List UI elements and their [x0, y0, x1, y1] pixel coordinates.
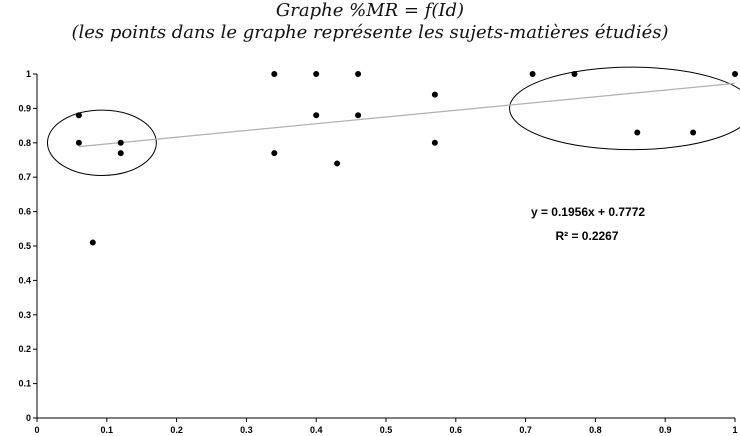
- data-point: [431, 139, 438, 146]
- data-point: [690, 129, 697, 136]
- data-point: [355, 71, 362, 77]
- y-tick-label: 0.5: [18, 241, 31, 251]
- data-point: [634, 129, 641, 136]
- data-point: [334, 160, 341, 167]
- data-points: [75, 71, 738, 246]
- data-point: [529, 71, 536, 77]
- x-tick-label: 0.7: [519, 425, 532, 435]
- chart-title-block: Graphe %MR = f(Id) (les points dans le g…: [0, 0, 740, 44]
- data-point: [313, 112, 320, 119]
- data-point: [75, 112, 82, 119]
- trendline-group: [78, 82, 736, 148]
- data-point: [117, 150, 124, 157]
- y-tick-label: 0.6: [18, 207, 31, 217]
- equation-group: y = 0.1956x + 0.7772 R² = 0.2267: [531, 205, 645, 243]
- data-point: [75, 139, 82, 146]
- x-tick-label: 0.3: [240, 425, 253, 435]
- y-tick-label: 0.2: [18, 344, 31, 354]
- trendline: [78, 82, 736, 148]
- y-tick-label: 0.4: [18, 275, 31, 285]
- x-tick-label: 1: [732, 425, 737, 435]
- annotation-ellipses: [46, 66, 740, 176]
- x-tick-label: 0.1: [101, 425, 114, 435]
- data-point: [89, 239, 96, 246]
- x-tick-label: 0.2: [170, 425, 183, 435]
- y-tick-label: 0.8: [18, 138, 31, 148]
- y-tick-label: 0.9: [18, 103, 31, 113]
- data-point: [355, 112, 362, 119]
- axes: 0 0.1 0.2 0.3 0.4 0.5 0.6 0.7 0.8 0.9 1 0 0.1 0.2 0.3 0…: [18, 69, 737, 435]
- trendline-equation: y = 0.1956x + 0.7772: [531, 205, 645, 219]
- y-tick-label: 0.1: [18, 379, 31, 389]
- trendline-r2: R² = 0.2267: [555, 229, 618, 243]
- x-tick-label: 0.6: [450, 425, 463, 435]
- data-point: [431, 91, 438, 98]
- data-point: [271, 71, 278, 77]
- highlight-ellipse: [509, 66, 740, 151]
- x-tick-label: 0.5: [380, 425, 393, 435]
- x-tick-label: 0.4: [310, 425, 323, 435]
- x-tick-label: 0.8: [589, 425, 602, 435]
- data-point: [313, 71, 320, 77]
- chart-title: Graphe %MR = f(Id): [275, 0, 465, 21]
- y-tick-label: 1: [26, 69, 31, 79]
- chart-subtitle: (les points dans le graphe représente le…: [71, 22, 669, 43]
- data-point: [271, 150, 278, 157]
- x-tick-label: 0: [34, 425, 39, 435]
- y-tick-label: 0: [26, 413, 31, 423]
- y-tick-label: 0.7: [18, 172, 31, 182]
- y-tick-label: 0.3: [18, 310, 31, 320]
- highlight-ellipse: [46, 109, 157, 176]
- data-point: [117, 139, 124, 146]
- x-tick-label: 0.9: [659, 425, 672, 435]
- data-point: [732, 71, 738, 77]
- data-point: [571, 71, 578, 77]
